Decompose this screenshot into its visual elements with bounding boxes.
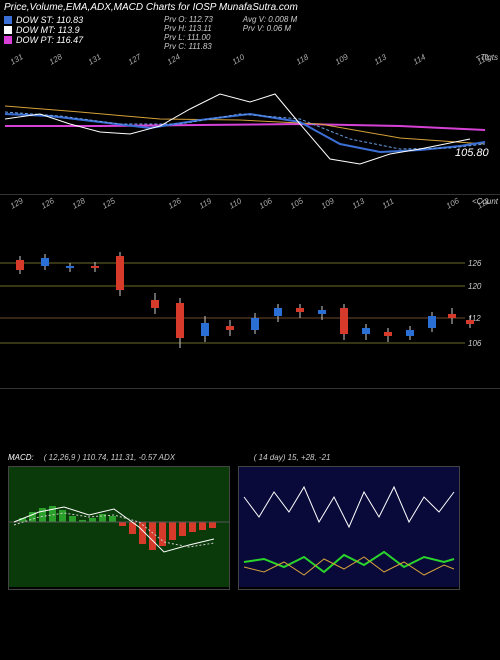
- adx-panel: [238, 466, 460, 590]
- svg-text:120: 120: [468, 282, 482, 291]
- svg-text:106: 106: [468, 339, 482, 348]
- svg-text:126: 126: [468, 259, 482, 268]
- svg-text:105.80: 105.80: [455, 147, 490, 159]
- p1-x-ticks: 131128131127124110118109113114112: [0, 55, 500, 64]
- candle-panel: 1291261281251261191101061051091131111061…: [0, 195, 500, 389]
- indicator-panels: [0, 466, 500, 590]
- p1-right-label: <Trgts: [476, 53, 498, 62]
- ema-svg: 105.80: [0, 64, 490, 194]
- header-row: DOW ST: 110.83DOW MT: 113.9DOW PT: 116.4…: [0, 15, 500, 51]
- stats: Prv O: 112.73Prv H: 113.11Prv L: 111.00P…: [164, 15, 496, 51]
- chart-title: Price,Volume,EMA,ADX,MACD Charts for IOS…: [0, 0, 500, 15]
- candle-svg: 126120112106: [0, 208, 490, 388]
- ema-panel: 131128131127124110118109113114112 <Trgts…: [0, 51, 500, 195]
- legend: DOW ST: 110.83DOW MT: 113.9DOW PT: 116.4…: [4, 15, 164, 51]
- spacer: [0, 389, 500, 449]
- macd-panel: [8, 466, 230, 590]
- p2-x-ticks: 1291261281251261191101061051091131111061…: [0, 199, 500, 208]
- legend-item: DOW ST: 110.83: [4, 15, 164, 25]
- legend-item: DOW PT: 116.47: [4, 35, 164, 45]
- p2-right-label: <Count: [472, 197, 498, 206]
- macd-svg: [9, 467, 229, 587]
- adx-values: ( 14 day) 15, +28, -21: [254, 453, 331, 462]
- macd-label: MACD:: [8, 453, 34, 462]
- macd-values: ( 12,26,9 ) 110.74, 111.31, -0.57 ADX: [44, 453, 244, 462]
- indicator-labels: MACD: ( 12,26,9 ) 110.74, 111.31, -0.57 …: [0, 449, 500, 466]
- legend-item: DOW MT: 113.9: [4, 25, 164, 35]
- adx-svg: [239, 467, 459, 587]
